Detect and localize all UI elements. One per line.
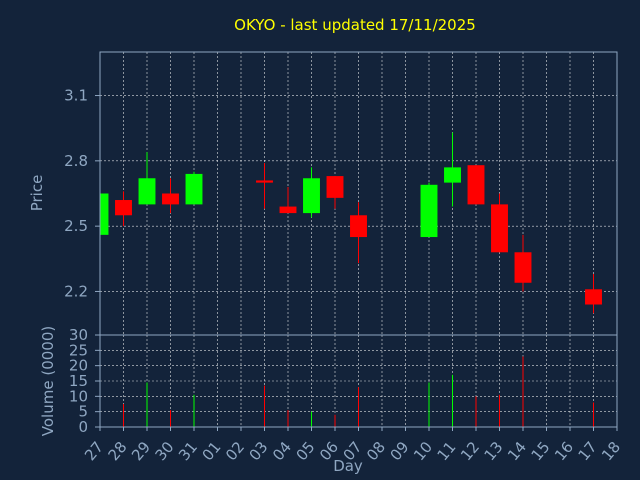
volume-tick-label: 30 (69, 326, 88, 344)
price-tick-label: 2.8 (64, 152, 88, 170)
candle-body (491, 204, 508, 253)
x-tick-label: 10 (410, 438, 436, 464)
x-tick-label: 14 (504, 438, 530, 464)
volume-tick-label: 25 (69, 341, 88, 359)
candle-body (585, 289, 602, 305)
volume-tick-label: 20 (69, 357, 88, 375)
candle-body (138, 178, 156, 205)
candle-body (115, 200, 132, 216)
candle-body (467, 165, 485, 205)
price-axis-label: Price (28, 175, 46, 212)
x-tick-label: 28 (105, 438, 131, 464)
volume-tick-label: 10 (69, 387, 88, 405)
x-tick-label: 02 (222, 438, 248, 464)
candle-body (326, 176, 344, 198)
volume-tick-label: 0 (78, 418, 88, 436)
candle-body (100, 193, 109, 235)
x-tick-label: 18 (598, 438, 624, 464)
x-tick-label: 12 (457, 438, 483, 464)
candle-body (350, 215, 367, 238)
chart-title: OKYO - last updated 17/11/2025 (234, 16, 476, 34)
price-tick-label: 3.1 (64, 87, 88, 105)
candle-body (444, 167, 461, 183)
x-tick-label: 27 (81, 438, 107, 464)
x-tick-label: 08 (363, 438, 389, 464)
x-tick-label: 05 (293, 438, 319, 464)
x-tick-label: 03 (246, 438, 272, 464)
candle-body (420, 184, 438, 238)
candles (99, 132, 602, 314)
volume-bars (123, 356, 594, 427)
x-tick-label: 11 (434, 438, 460, 464)
x-tick-label: 04 (269, 438, 295, 464)
volume-axis-label: Volume (0000) (39, 326, 57, 436)
volume-tick-label: 5 (78, 403, 88, 421)
x-tick-label: 31 (175, 438, 201, 464)
price-y-ticks: 2.2 2.5 2.8 3.1 (64, 87, 100, 300)
candle-body (162, 193, 179, 205)
candle-body (514, 252, 532, 283)
candle-body (256, 180, 273, 183)
volume-tick-label: 15 (69, 372, 88, 390)
x-tick-label: 29 (128, 438, 154, 464)
x-axis-label: Day (333, 457, 363, 475)
price-tick-label: 2.2 (64, 282, 88, 300)
candle-body (279, 206, 297, 214)
x-tick-label: 15 (528, 438, 554, 464)
candle-body (303, 178, 320, 214)
candle-body (185, 173, 203, 205)
price-tick-label: 2.5 (64, 217, 88, 235)
price-panel: 2.2 2.5 2.8 3.1 Price (28, 51, 618, 336)
x-tick-label: 17 (575, 438, 601, 464)
x-tick-label: 30 (152, 438, 178, 464)
x-tick-label: 13 (481, 438, 507, 464)
x-tick-label: 01 (199, 438, 225, 464)
x-tick-label: 16 (551, 438, 577, 464)
x-tick-label: 09 (387, 438, 413, 464)
